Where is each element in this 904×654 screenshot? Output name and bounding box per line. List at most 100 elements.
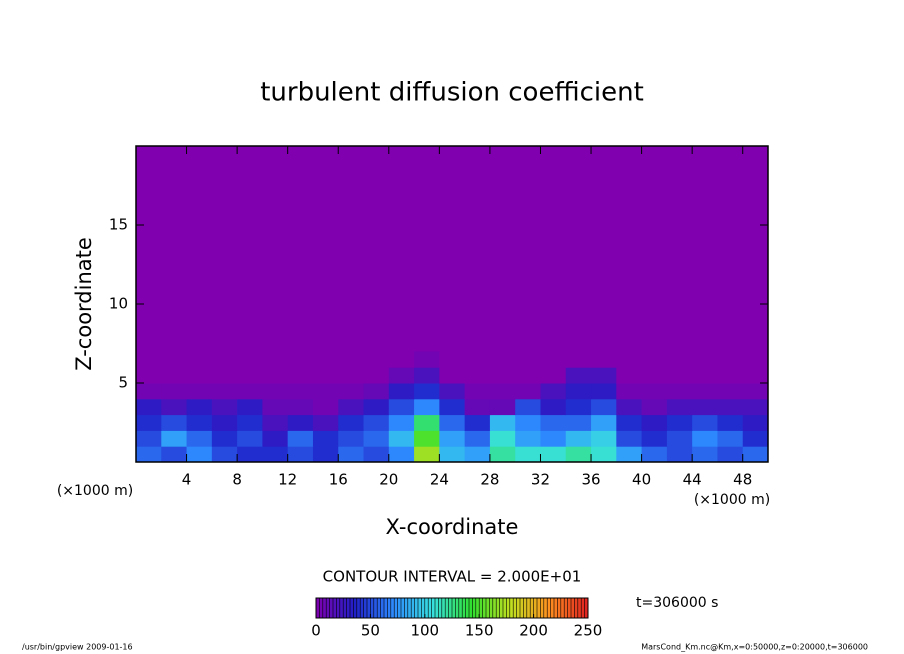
cell bbox=[616, 383, 643, 400]
cell bbox=[717, 414, 744, 431]
colorbar-segment bbox=[452, 598, 456, 618]
colorbar-segment bbox=[571, 598, 575, 618]
colorbar-segment bbox=[363, 598, 368, 618]
contour-interval: CONTOUR INTERVAL = 2.000E+01 bbox=[323, 568, 582, 586]
cell bbox=[565, 351, 592, 368]
cell bbox=[641, 446, 668, 463]
colorbar-segment bbox=[329, 598, 334, 618]
cell bbox=[591, 414, 617, 431]
colorbar-segment bbox=[445, 598, 449, 618]
colorbar-segment bbox=[516, 598, 521, 618]
colorbar-segment bbox=[336, 598, 341, 618]
cell bbox=[641, 383, 668, 400]
cell bbox=[136, 414, 162, 431]
cell bbox=[439, 351, 466, 368]
colorbar-segment bbox=[448, 598, 453, 618]
colorbar-tick-label: 250 bbox=[574, 622, 603, 640]
colorbar-segment bbox=[472, 598, 477, 618]
cell bbox=[692, 351, 718, 368]
colorbar-segment bbox=[577, 598, 582, 618]
y-axis-label: Z-coordinate bbox=[72, 237, 96, 371]
cell bbox=[591, 430, 617, 447]
cell bbox=[464, 367, 491, 384]
colorbar-segment bbox=[499, 598, 504, 618]
cell bbox=[666, 446, 693, 463]
cell bbox=[616, 446, 643, 463]
cell bbox=[616, 430, 643, 447]
cell bbox=[565, 446, 592, 463]
colorbar-segment bbox=[469, 598, 473, 618]
cell bbox=[464, 414, 491, 431]
colorbar-tick-label: 100 bbox=[410, 622, 439, 640]
cell bbox=[186, 351, 213, 368]
colorbar-segment bbox=[526, 598, 531, 618]
cell bbox=[363, 446, 390, 463]
cell bbox=[262, 367, 289, 384]
cell bbox=[211, 351, 238, 368]
colorbar-segment bbox=[564, 598, 568, 618]
colorbar-segment bbox=[418, 598, 422, 618]
cell bbox=[287, 414, 314, 431]
cell bbox=[515, 351, 541, 368]
cell bbox=[717, 430, 744, 447]
cell bbox=[211, 383, 238, 400]
cell bbox=[211, 430, 238, 447]
cell bbox=[742, 383, 769, 400]
cell bbox=[515, 414, 541, 431]
cell bbox=[439, 383, 466, 400]
cell bbox=[363, 383, 390, 400]
x-unit: (×1000 m) bbox=[694, 492, 770, 508]
x-tick-label: 44 bbox=[683, 471, 702, 489]
cell bbox=[388, 383, 415, 400]
colorbar-tick-label: 200 bbox=[519, 622, 548, 640]
x-tick-label: 36 bbox=[581, 471, 600, 489]
cell bbox=[616, 414, 643, 431]
cell bbox=[237, 398, 263, 416]
cell bbox=[717, 383, 744, 400]
cell bbox=[262, 430, 289, 447]
colorbar-segment bbox=[554, 598, 558, 618]
x-axis-label: X-coordinate bbox=[386, 515, 519, 539]
cell bbox=[287, 351, 314, 368]
cell bbox=[692, 446, 718, 463]
x-tick-label: 40 bbox=[632, 471, 651, 489]
cell bbox=[742, 430, 769, 447]
colorbar-segment bbox=[343, 598, 347, 618]
colorbar-tick-label: 0 bbox=[311, 622, 321, 640]
cell bbox=[186, 367, 213, 384]
colorbar-segment bbox=[380, 598, 385, 618]
cell bbox=[161, 414, 188, 431]
cell bbox=[363, 414, 390, 431]
cell bbox=[489, 414, 516, 431]
cell bbox=[591, 383, 617, 400]
cell bbox=[717, 367, 744, 384]
cell bbox=[136, 367, 162, 384]
cell bbox=[161, 383, 188, 400]
colorbar-segment bbox=[492, 598, 497, 618]
colorbar-segment bbox=[387, 598, 392, 618]
cell bbox=[565, 430, 592, 447]
cell bbox=[388, 367, 415, 384]
cell bbox=[439, 398, 466, 416]
cell bbox=[237, 383, 263, 400]
cell bbox=[262, 398, 289, 416]
cell bbox=[439, 446, 466, 463]
colorbar-segment bbox=[441, 598, 446, 618]
colorbar-segment bbox=[404, 598, 409, 618]
cell bbox=[363, 367, 390, 384]
colorbar-segment bbox=[411, 598, 415, 618]
colorbar-segment bbox=[407, 598, 412, 618]
cell bbox=[489, 430, 516, 447]
colorbar-segment bbox=[533, 598, 538, 618]
cell bbox=[414, 430, 440, 447]
colorbar-segment bbox=[506, 598, 511, 618]
cell bbox=[388, 414, 415, 431]
cell bbox=[186, 430, 213, 447]
cell bbox=[692, 367, 718, 384]
x-tick-label: 16 bbox=[329, 471, 348, 489]
colorbar-segment bbox=[350, 598, 354, 618]
colorbar-segment bbox=[397, 598, 402, 618]
colorbar-segment bbox=[458, 598, 463, 618]
cell bbox=[439, 367, 466, 384]
